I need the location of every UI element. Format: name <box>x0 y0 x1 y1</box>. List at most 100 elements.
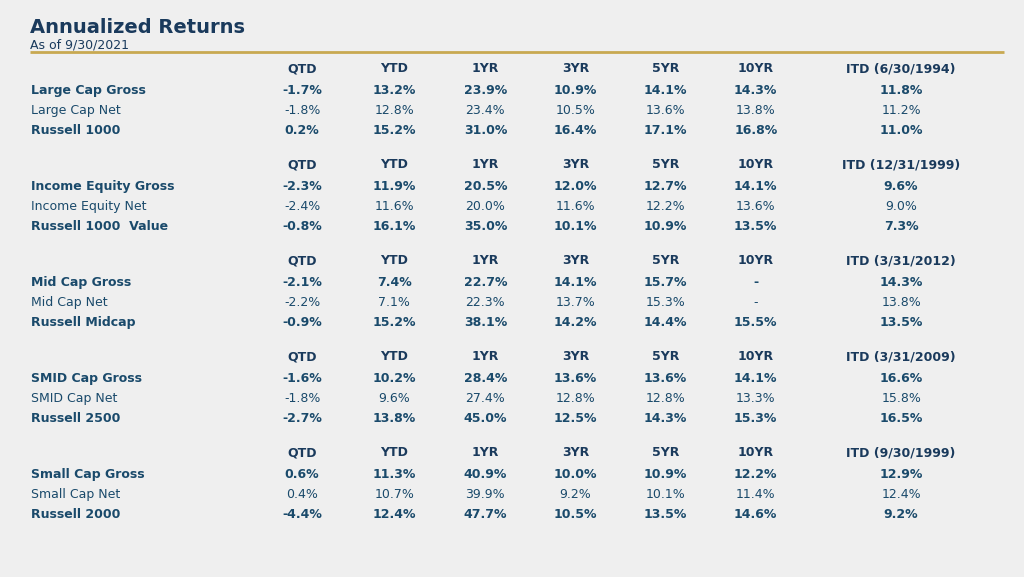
Text: YTD: YTD <box>380 254 409 267</box>
Text: 12.5%: 12.5% <box>554 412 597 425</box>
Text: 13.5%: 13.5% <box>644 508 687 521</box>
Text: Income Equity Gross: Income Equity Gross <box>31 180 174 193</box>
Text: ITD (12/31/1999): ITD (12/31/1999) <box>842 158 961 171</box>
Text: 14.4%: 14.4% <box>644 316 687 329</box>
Text: 10.9%: 10.9% <box>644 220 687 233</box>
Text: 10YR: 10YR <box>737 446 774 459</box>
Text: 11.9%: 11.9% <box>373 180 416 193</box>
Text: Russell Midcap: Russell Midcap <box>31 316 135 329</box>
Text: 0.2%: 0.2% <box>285 124 319 137</box>
Text: 3YR: 3YR <box>562 158 589 171</box>
Text: Income Equity Net: Income Equity Net <box>31 200 146 213</box>
Text: Russell 1000  Value: Russell 1000 Value <box>31 220 168 233</box>
Text: 14.6%: 14.6% <box>734 508 777 521</box>
Text: 10.7%: 10.7% <box>375 488 414 501</box>
Text: 38.1%: 38.1% <box>464 316 507 329</box>
Text: 11.6%: 11.6% <box>556 200 595 213</box>
Text: -: - <box>753 276 759 289</box>
Text: 14.3%: 14.3% <box>734 84 777 97</box>
Text: 15.8%: 15.8% <box>882 392 921 405</box>
Text: 3YR: 3YR <box>562 62 589 75</box>
Text: 16.1%: 16.1% <box>373 220 416 233</box>
Text: 12.8%: 12.8% <box>556 392 595 405</box>
Text: -1.8%: -1.8% <box>284 104 321 117</box>
Text: -2.7%: -2.7% <box>283 412 322 425</box>
Text: 12.0%: 12.0% <box>554 180 597 193</box>
Text: -2.4%: -2.4% <box>284 200 321 213</box>
Text: 14.1%: 14.1% <box>644 84 687 97</box>
Text: QTD: QTD <box>288 158 316 171</box>
Text: 5YR: 5YR <box>652 446 679 459</box>
Text: 13.8%: 13.8% <box>736 104 775 117</box>
Text: 20.0%: 20.0% <box>466 200 505 213</box>
Text: 15.7%: 15.7% <box>644 276 687 289</box>
Text: 5YR: 5YR <box>652 254 679 267</box>
Text: 15.3%: 15.3% <box>646 296 685 309</box>
Text: 7.3%: 7.3% <box>884 220 919 233</box>
Text: 14.3%: 14.3% <box>880 276 923 289</box>
Text: 10.9%: 10.9% <box>644 468 687 481</box>
Text: QTD: QTD <box>288 254 316 267</box>
Text: QTD: QTD <box>288 446 316 459</box>
Text: -2.3%: -2.3% <box>283 180 322 193</box>
Text: YTD: YTD <box>380 446 409 459</box>
Text: 35.0%: 35.0% <box>464 220 507 233</box>
Text: As of 9/30/2021: As of 9/30/2021 <box>30 38 129 51</box>
Text: 14.1%: 14.1% <box>554 276 597 289</box>
Text: 16.5%: 16.5% <box>880 412 923 425</box>
Text: 40.9%: 40.9% <box>464 468 507 481</box>
Text: 13.8%: 13.8% <box>882 296 921 309</box>
Text: 17.1%: 17.1% <box>644 124 687 137</box>
Text: Mid Cap Net: Mid Cap Net <box>31 296 108 309</box>
Text: 14.3%: 14.3% <box>644 412 687 425</box>
Text: 14.1%: 14.1% <box>734 180 777 193</box>
Text: 45.0%: 45.0% <box>464 412 507 425</box>
Text: Russell 1000: Russell 1000 <box>31 124 120 137</box>
Text: 15.3%: 15.3% <box>734 412 777 425</box>
Text: 9.2%: 9.2% <box>559 488 592 501</box>
Text: 27.4%: 27.4% <box>466 392 505 405</box>
Text: QTD: QTD <box>288 62 316 75</box>
Text: 13.5%: 13.5% <box>734 220 777 233</box>
Text: 9.0%: 9.0% <box>885 200 918 213</box>
Text: 5YR: 5YR <box>652 62 679 75</box>
Text: 13.3%: 13.3% <box>736 392 775 405</box>
Text: 14.1%: 14.1% <box>734 372 777 385</box>
Text: 13.8%: 13.8% <box>373 412 416 425</box>
Text: 12.7%: 12.7% <box>644 180 687 193</box>
Text: 10.2%: 10.2% <box>373 372 416 385</box>
Text: 11.0%: 11.0% <box>880 124 923 137</box>
Text: 31.0%: 31.0% <box>464 124 507 137</box>
Text: YTD: YTD <box>380 158 409 171</box>
Text: 15.2%: 15.2% <box>373 316 416 329</box>
Text: -4.4%: -4.4% <box>283 508 322 521</box>
Text: 7.4%: 7.4% <box>377 276 412 289</box>
Text: ITD (9/30/1999): ITD (9/30/1999) <box>847 446 955 459</box>
Text: 12.4%: 12.4% <box>882 488 921 501</box>
Text: Small Cap Net: Small Cap Net <box>31 488 120 501</box>
Text: QTD: QTD <box>288 350 316 363</box>
Text: 11.3%: 11.3% <box>373 468 416 481</box>
Text: 10.1%: 10.1% <box>646 488 685 501</box>
Text: SMID Cap Gross: SMID Cap Gross <box>31 372 141 385</box>
Text: 1YR: 1YR <box>472 350 499 363</box>
Text: 9.6%: 9.6% <box>884 180 919 193</box>
Text: 10.9%: 10.9% <box>554 84 597 97</box>
Text: 11.8%: 11.8% <box>880 84 923 97</box>
Text: 10.5%: 10.5% <box>554 508 597 521</box>
Text: 1YR: 1YR <box>472 254 499 267</box>
Text: -2.2%: -2.2% <box>284 296 321 309</box>
Text: 22.7%: 22.7% <box>464 276 507 289</box>
Text: 3YR: 3YR <box>562 446 589 459</box>
Text: ITD (3/31/2012): ITD (3/31/2012) <box>846 254 956 267</box>
Text: -: - <box>754 296 758 309</box>
Text: 0.6%: 0.6% <box>285 468 319 481</box>
Text: 39.9%: 39.9% <box>466 488 505 501</box>
Text: 20.5%: 20.5% <box>464 180 507 193</box>
Text: 12.4%: 12.4% <box>373 508 416 521</box>
Text: Large Cap Net: Large Cap Net <box>31 104 121 117</box>
Text: -0.8%: -0.8% <box>283 220 322 233</box>
Text: 5YR: 5YR <box>652 158 679 171</box>
Text: 10.0%: 10.0% <box>554 468 597 481</box>
Text: 9.6%: 9.6% <box>378 392 411 405</box>
